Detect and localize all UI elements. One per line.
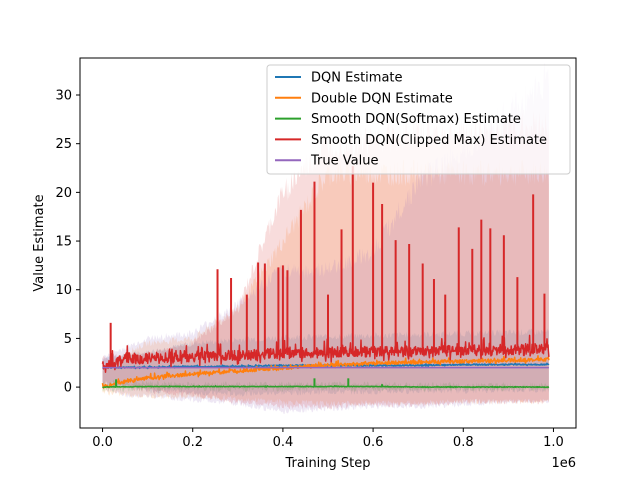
series-lines	[101, 166, 550, 389]
x-tick-label: 0.4	[273, 435, 294, 450]
x-axis-offset-text: 1e6	[551, 456, 576, 471]
line-double-dqn-estimate	[101, 354, 550, 389]
confidence-bands	[102, 62, 549, 414]
y-tick-label: 5	[64, 332, 72, 347]
legend-label: Smooth DQN(Clipped Max) Estimate	[311, 133, 547, 148]
legend-box	[266, 64, 571, 175]
y-tick-label: 15	[55, 235, 72, 250]
band-dqn-estimate	[102, 328, 549, 397]
legend: DQN Estimate Double DQN Estimate Smooth DQ…	[266, 64, 571, 175]
x-tick-label: 1.0	[543, 435, 564, 450]
y-tick-label: 20	[55, 186, 72, 201]
y-tick-label: 10	[55, 283, 72, 298]
legend-label: Double DQN Estimate	[311, 91, 453, 106]
legend-item-smooth-dqn-softmax-estimate: Smooth DQN(Softmax) Estimate	[275, 112, 521, 127]
x-tick-label: 0.0	[92, 435, 113, 450]
x-tick-label: 0.6	[363, 435, 384, 450]
legend-label: DQN Estimate	[311, 71, 403, 86]
y-tick-label: 30	[55, 89, 72, 104]
legend-item-dqn-estimate: DQN Estimate	[275, 71, 403, 86]
legend-item-true-value: True Value	[275, 154, 378, 169]
x-tick-label: 0.8	[453, 435, 474, 450]
line-smooth-dqn-clipped-max-estimate	[101, 334, 550, 373]
band-true-value	[102, 62, 549, 414]
x-axis-label: Training Step	[284, 456, 370, 471]
legend-label: Smooth DQN(Softmax) Estimate	[311, 112, 521, 127]
legend-item-smooth-dqn-clipped-max-estimate: Smooth DQN(Clipped Max) Estimate	[275, 133, 547, 148]
series-smooth-dqn-softmax-estimate	[102, 378, 550, 389]
y-tick-label: 25	[55, 137, 72, 152]
y-axis-label: Value Estimate	[32, 194, 47, 291]
line-smooth-dqn-softmax-estimate	[102, 385, 550, 389]
y-axis-ticks: 0 5 10 15 20 25 30	[55, 89, 80, 396]
x-tick-label: 0.2	[182, 435, 203, 450]
series-double-dqn-estimate	[101, 354, 550, 389]
band-smooth-dqn-clipped-max-estimate	[102, 110, 549, 410]
y-tick-label: 0	[64, 381, 72, 396]
legend-item-double-dqn-estimate: Double DQN Estimate	[275, 91, 453, 106]
legend-label: True Value	[310, 154, 378, 169]
plot-frame	[79, 57, 577, 429]
series-smooth-dqn-clipped-max-estimate	[101, 166, 550, 373]
x-axis-ticks: 0.0 0.2 0.4 0.6 0.8 1.0	[92, 428, 564, 450]
band-double-dqn-estimate	[102, 159, 549, 407]
